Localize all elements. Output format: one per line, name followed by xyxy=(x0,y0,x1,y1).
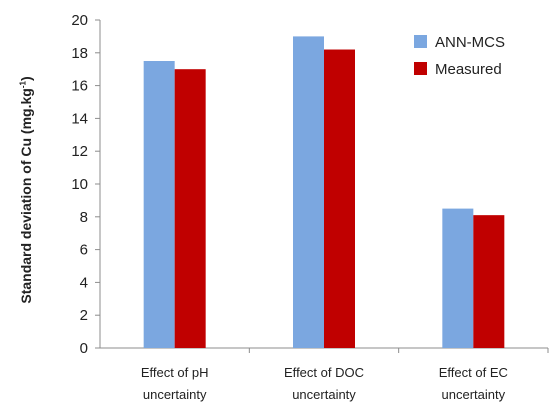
x-tick-label: uncertainty xyxy=(143,387,207,402)
x-tick-label: Effect of pH xyxy=(141,365,209,380)
bar-measured xyxy=(324,49,355,349)
legend-swatch xyxy=(414,62,427,75)
y-tick-label: 14 xyxy=(71,110,88,127)
y-tick-label: 0 xyxy=(80,340,88,357)
y-tick-label: 16 xyxy=(71,78,88,95)
bar-measured xyxy=(174,69,206,348)
bar-ann-mcs xyxy=(442,208,474,348)
y-tick-label: 2 xyxy=(80,307,88,324)
x-tick-label: Effect of DOC xyxy=(284,365,364,380)
y-tick-label: 20 xyxy=(71,12,88,29)
legend-label: ANN-MCS xyxy=(435,34,505,51)
x-tick-label: Effect of EC xyxy=(439,365,508,380)
legend-label: Measured xyxy=(435,61,502,78)
y-tick-label: 6 xyxy=(80,242,88,259)
y-tick-label: 12 xyxy=(71,143,88,160)
y-tick-label: 8 xyxy=(80,209,88,226)
y-tick-label: 10 xyxy=(71,176,88,193)
y-tick-label: 18 xyxy=(71,45,88,62)
legend-swatch xyxy=(414,35,427,48)
y-tick-label: 4 xyxy=(80,274,88,291)
x-tick-label: uncertainty xyxy=(442,387,506,402)
x-tick-label: uncertainty xyxy=(292,387,356,402)
bar-ann-mcs xyxy=(293,36,324,349)
bar-ann-mcs xyxy=(143,61,175,348)
bar-measured xyxy=(473,215,505,348)
